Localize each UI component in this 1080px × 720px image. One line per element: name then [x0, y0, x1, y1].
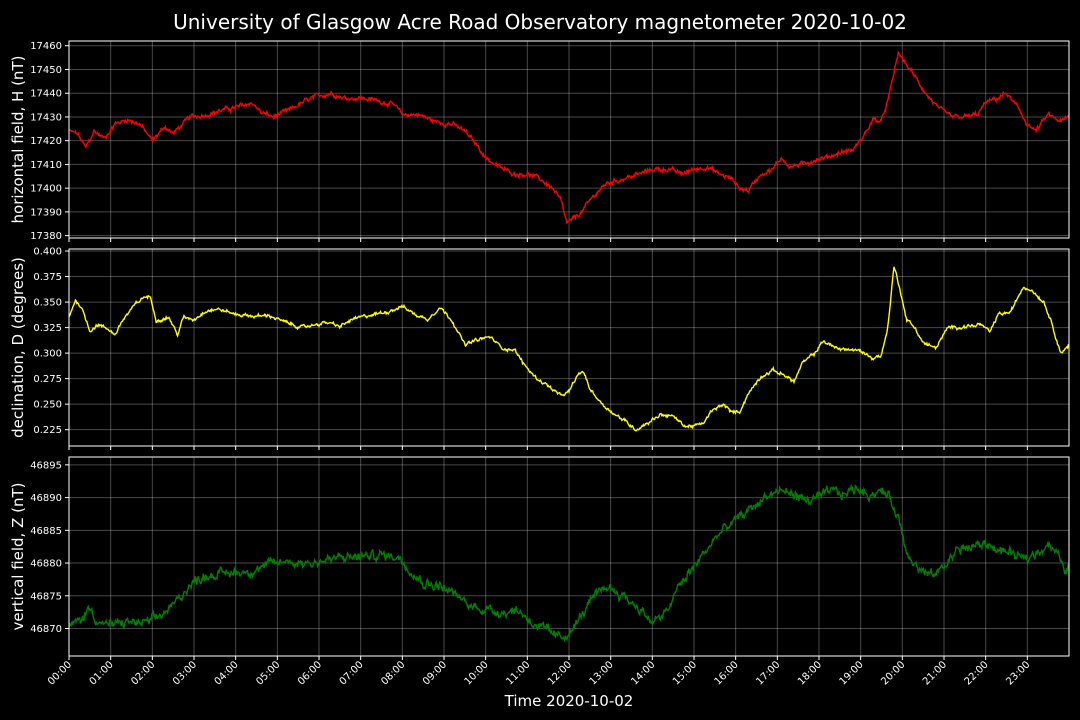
y-tick-label: 46885 [30, 526, 62, 537]
y-tick-label: 17390 [30, 207, 62, 218]
y-tick-label: 17420 [30, 136, 62, 147]
y-tick-label: 46895 [30, 460, 62, 471]
panel-z-grid [68, 457, 1069, 656]
chart-title: University of Glasgow Acre Road Observat… [173, 10, 907, 34]
panel-h-y-axis-label: horizontal field, H (nT) [9, 56, 27, 224]
y-tick-label: 0.300 [33, 349, 62, 360]
y-tick-label: 0.250 [33, 400, 62, 411]
x-axis-label: Time 2020-10-02 [504, 692, 634, 710]
panel-declination: 0.225 0.250 0.275 0.300 0.325 0.350 0.375 0.400… [9, 247, 1070, 450]
y-tick-label: 17460 [30, 41, 62, 52]
y-tick-label: 17440 [30, 89, 62, 100]
panel-z-y-ticks: 46870 46875 46880 46885 46890 46895 [30, 460, 1028, 660]
panel-z-y-axis-label: vertical field, Z (nT) [9, 482, 27, 630]
y-tick-label: 0.225 [33, 425, 62, 436]
y-tick-label: 17410 [30, 160, 62, 171]
series-line-vertical-field [68, 483, 1070, 643]
y-tick-label: 46870 [30, 624, 62, 635]
y-tick-label: 0.400 [33, 247, 62, 258]
series-line-horizontal-field [68, 50, 1070, 225]
y-tick-label: 0.375 [33, 272, 62, 283]
series-line-declination [68, 266, 1070, 432]
y-tick-label: 0.325 [33, 323, 62, 334]
panel-d-y-axis-label: declination, D (degrees) [9, 257, 27, 438]
y-tick-label: 0.275 [33, 374, 62, 385]
panel-h-y-ticks: 17380 17390 17400 17410 17420 17430 17440 17450… [30, 41, 1028, 242]
y-tick-label: 17400 [30, 184, 62, 195]
panel-h-grid [68, 41, 1069, 238]
y-tick-label: 17380 [30, 231, 62, 242]
y-tick-label: 0.350 [33, 298, 62, 309]
panel-vertical-field: 46870 46875 46880 46885 46890 46895 vertical … [9, 456, 1070, 660]
panel-d-y-ticks: 0.225 0.250 0.275 0.300 0.325 0.350 0.375 0.400 [33, 247, 1028, 450]
y-tick-label: 46875 [30, 591, 62, 602]
y-tick-label: 17450 [30, 65, 62, 76]
y-tick-label: 17430 [30, 112, 62, 123]
y-tick-label: 46880 [30, 559, 62, 570]
panel-horizontal-field: 17380 17390 17400 17410 17420 17430 17440 17450… [9, 40, 1070, 242]
y-tick-label: 46890 [30, 493, 62, 504]
